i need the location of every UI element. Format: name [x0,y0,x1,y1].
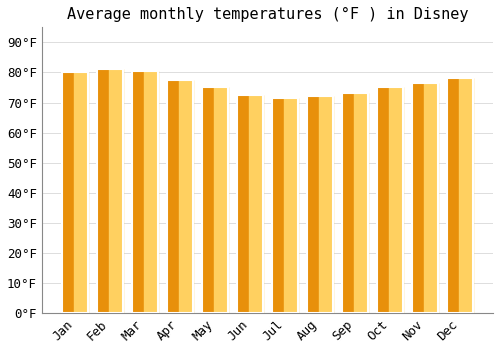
Bar [238,95,262,313]
Bar [74,72,88,313]
Bar [412,83,424,313]
Bar [132,71,158,313]
Bar [342,93,353,313]
Bar [238,95,262,313]
Bar [308,97,318,313]
Bar [98,69,122,313]
Bar [62,72,74,313]
Bar [98,69,108,313]
Bar [448,78,472,313]
Bar [308,97,332,313]
Bar [388,88,402,313]
Bar [238,95,248,313]
Bar [342,93,367,313]
Bar [448,78,472,313]
Bar [178,80,192,313]
Bar [272,98,297,313]
Bar [448,78,458,313]
Bar [342,93,367,313]
Bar [272,98,297,313]
Bar [202,88,228,313]
Bar [108,69,122,313]
Bar [132,71,158,313]
Bar [214,88,228,313]
Bar [168,80,178,313]
Bar [62,72,88,313]
Bar [168,80,192,313]
Bar [272,98,283,313]
Bar [308,97,332,313]
Bar [378,88,402,313]
Title: Average monthly temperatures (°F ) in Disney: Average monthly temperatures (°F ) in Di… [66,7,468,22]
Bar [62,72,88,313]
Bar [378,88,402,313]
Bar [424,83,438,313]
Bar [412,83,438,313]
Bar [284,98,298,313]
Bar [202,88,228,313]
Bar [248,95,262,313]
Bar [458,78,472,313]
Bar [202,88,213,313]
Bar [132,71,143,313]
Bar [354,93,368,313]
Bar [378,88,388,313]
Bar [144,71,158,313]
Bar [98,69,122,313]
Bar [412,83,438,313]
Bar [168,80,192,313]
Bar [318,97,332,313]
